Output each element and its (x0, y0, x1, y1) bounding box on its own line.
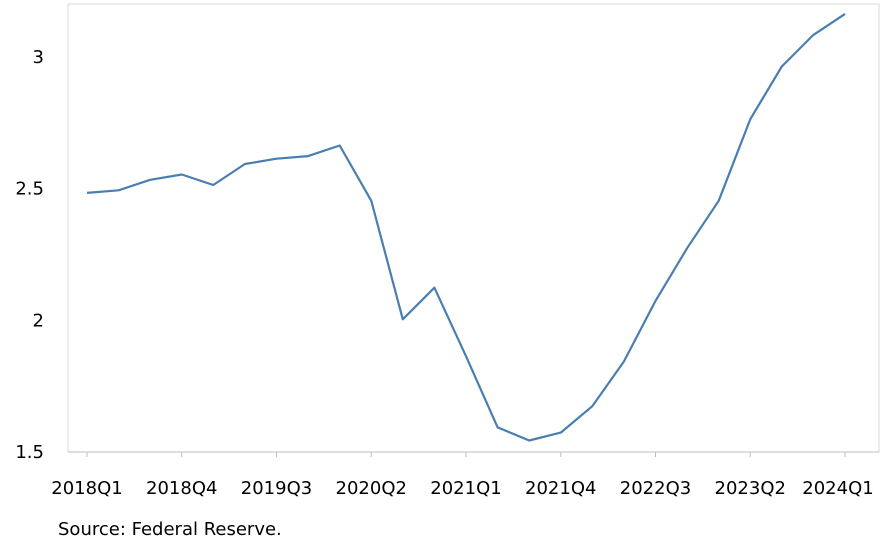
y-tick-label: 1.5 (15, 442, 44, 463)
y-tick-label: 2.5 (15, 179, 44, 200)
x-axis-ticks: 2018Q1 2018Q4 2019Q3 2020Q2 2021Q1 2021Q4 2022… (51, 452, 874, 499)
x-tick-label: 2023Q2 (715, 478, 786, 499)
x-tick-label: 2020Q2 (336, 478, 407, 499)
x-tick-label: 2021Q1 (430, 478, 501, 499)
series-line (86, 12, 846, 442)
plot-frame (67, 3, 880, 453)
x-tick-label: 2022Q3 (620, 478, 691, 499)
source-note: Source: Federal Reserve. (58, 519, 282, 540)
x-tick-label: 2018Q4 (146, 478, 217, 499)
x-tick-label: 2019Q3 (241, 478, 312, 499)
y-axis-ticks: 1.5 2 2.5 3 (15, 47, 44, 463)
y-tick-label: 3 (33, 47, 44, 68)
x-tick-label: 2018Q1 (51, 478, 122, 499)
x-tick-label: 2024Q1 (802, 478, 873, 499)
y-tick-label: 2 (33, 310, 44, 331)
x-tick-label: 2021Q4 (525, 478, 596, 499)
